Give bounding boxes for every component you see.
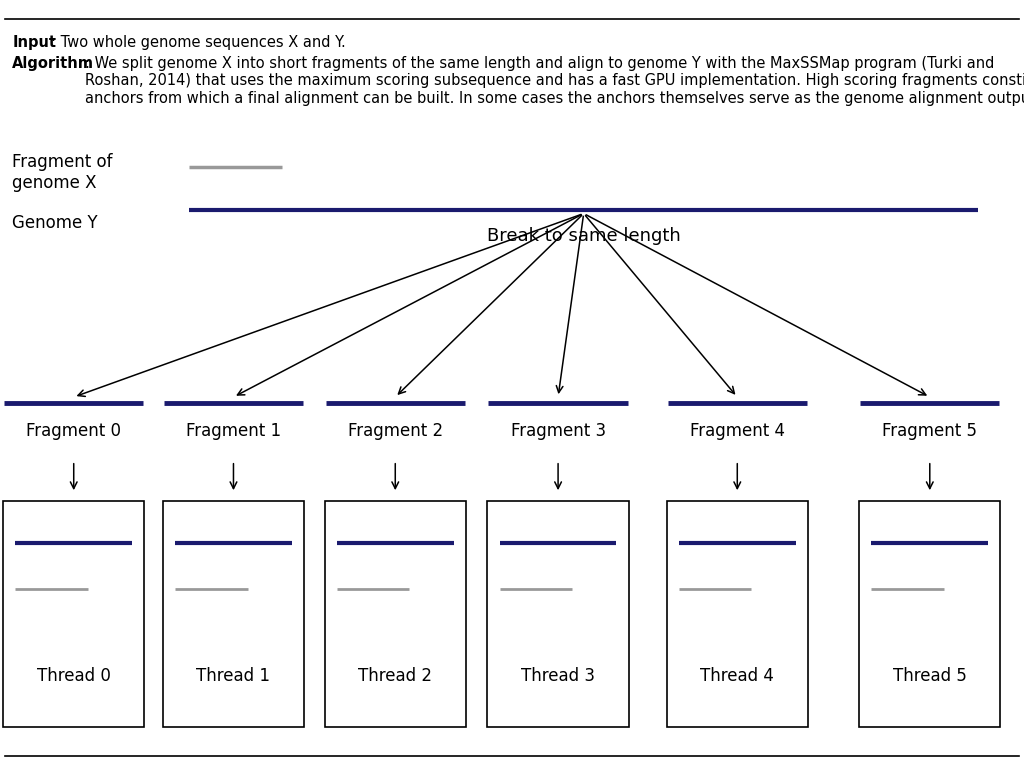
Text: Algorithm: Algorithm [12,56,94,71]
Text: Thread 4: Thread 4 [700,667,774,685]
Text: Genome Y: Genome Y [12,214,98,232]
Text: Fragment 1: Fragment 1 [186,422,281,440]
Text: Thread 1: Thread 1 [197,667,270,685]
Text: Break to same length: Break to same length [486,227,681,245]
Text: : We split genome X into short fragments of the same length and align to genome : : We split genome X into short fragments… [85,56,1024,106]
Bar [3,501,144,727]
Text: Fragment of
genome X: Fragment of genome X [12,154,113,192]
Text: Fragment 0: Fragment 0 [27,422,121,440]
Bar [859,501,1000,727]
Text: Thread 2: Thread 2 [358,667,432,685]
Bar [667,501,808,727]
Text: Fragment 5: Fragment 5 [883,422,977,440]
Text: Fragment 3: Fragment 3 [511,422,605,440]
Text: : Two whole genome sequences X and Y.: : Two whole genome sequences X and Y. [51,35,346,50]
Text: Fragment 2: Fragment 2 [348,422,442,440]
Bar [325,501,466,727]
Text: Thread 5: Thread 5 [893,667,967,685]
Bar [163,501,304,727]
Text: Input: Input [12,35,56,50]
Text: Fragment 4: Fragment 4 [690,422,784,440]
Text: Thread 3: Thread 3 [521,667,595,685]
Bar [487,501,629,727]
Text: Thread 0: Thread 0 [37,667,111,685]
